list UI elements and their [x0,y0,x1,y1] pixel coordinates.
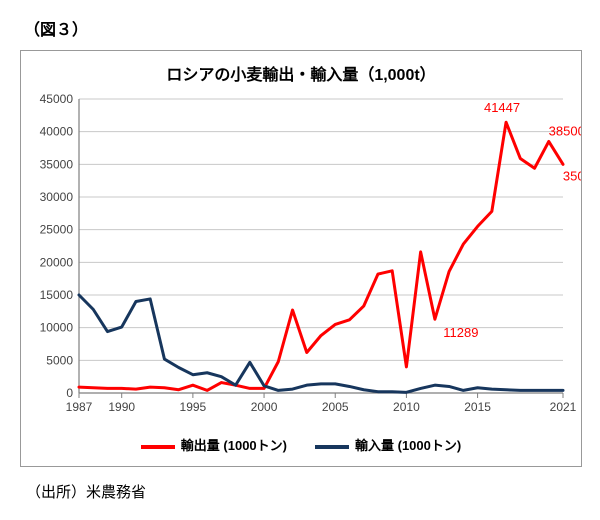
svg-text:41447: 41447 [484,100,520,115]
source-text: （出所）米農務省 [26,481,580,502]
legend-item-import: 輸入量 (1000トン) [315,435,461,454]
svg-text:35000: 35000 [563,168,581,183]
legend-swatch-export [141,445,175,449]
svg-text:30000: 30000 [40,190,74,204]
svg-text:2010: 2010 [393,400,420,414]
figure-label: （図３） [24,16,580,40]
svg-text:11289: 11289 [443,325,478,340]
svg-text:35000: 35000 [40,157,74,171]
legend-label-import: 輸入量 (1000トン) [355,438,461,453]
svg-text:38500: 38500 [549,123,581,138]
svg-text:40000: 40000 [40,125,74,139]
svg-text:45000: 45000 [40,92,74,106]
svg-text:20000: 20000 [40,255,74,269]
svg-text:1990: 1990 [108,400,135,414]
svg-text:25000: 25000 [40,223,74,237]
chart-container: ロシアの小麦輸出・輸入量（1,000t） 0 5000 10000 15000 2000… [20,50,582,467]
svg-text:1995: 1995 [180,400,207,414]
legend-label-export: 輸出量 (1000トン) [181,438,287,453]
svg-text:1987: 1987 [66,400,93,414]
svg-text:2000: 2000 [251,400,278,414]
svg-text:15000: 15000 [40,288,74,302]
svg-text:10000: 10000 [40,321,74,335]
chart-legend: 輸出量 (1000トン) 輸入量 (1000トン) [21,435,581,454]
chart-title: ロシアの小麦輸出・輸入量（1,000t） [21,61,581,85]
legend-item-export: 輸出量 (1000トン) [141,435,287,454]
svg-text:5000: 5000 [46,353,73,367]
legend-swatch-import [315,445,349,449]
svg-text:0: 0 [66,386,73,400]
svg-text:2015: 2015 [464,400,491,414]
svg-text:2005: 2005 [322,400,349,414]
svg-text:2021: 2021 [550,400,577,414]
line-chart: 0 5000 10000 15000 20000 25000 30000 35000 40000… [21,85,581,425]
